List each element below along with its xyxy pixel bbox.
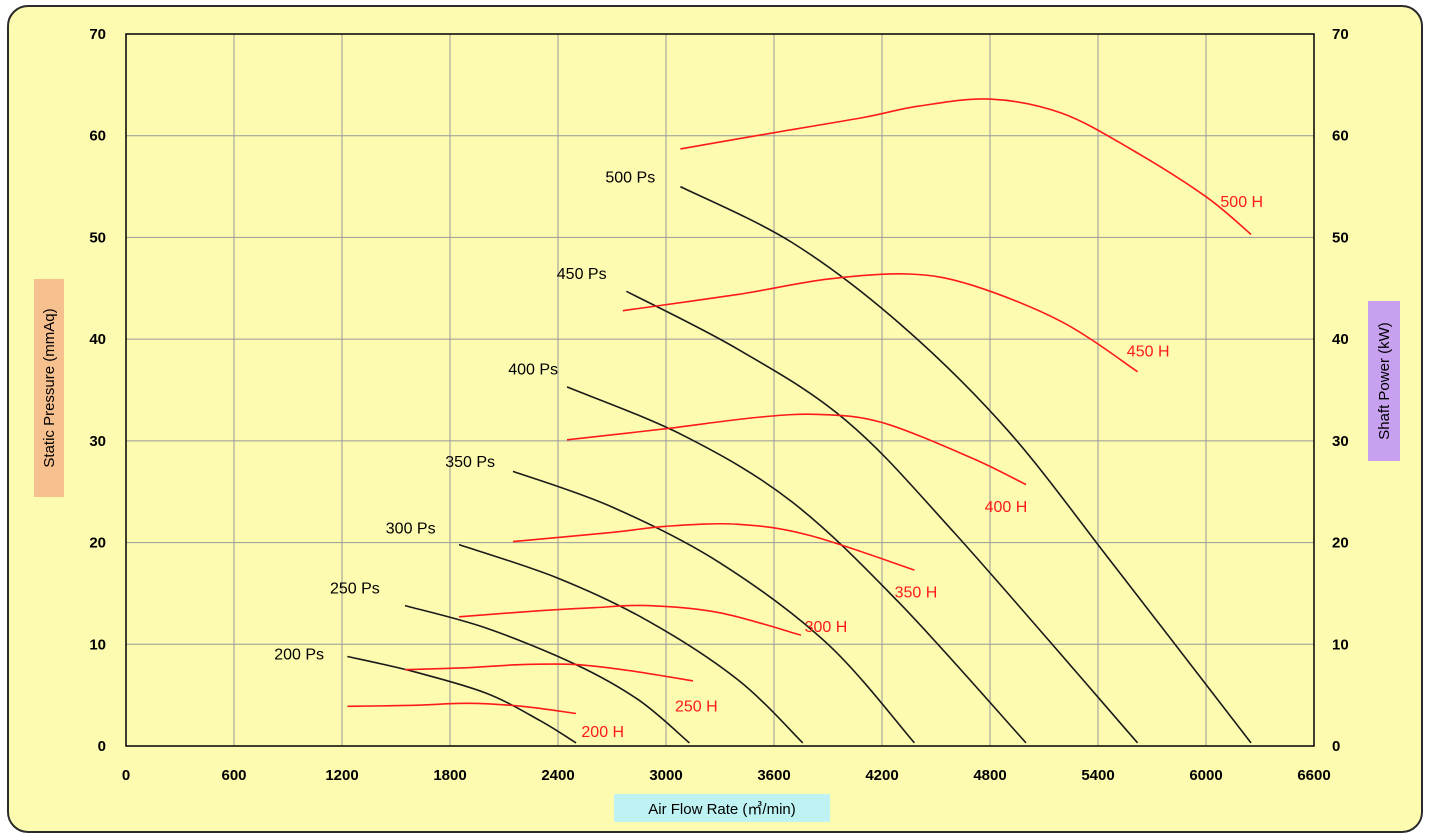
y-left-tick-label: 60 [89, 128, 106, 145]
series-labels: 200 Ps 250 Ps 300 Ps 350 Ps 400 Ps 450 Ps 500 … [274, 169, 1263, 740]
y-left-tick-label: 50 [89, 229, 106, 246]
y-axis-left-title: Static Pressure (mmAq) [41, 308, 58, 467]
y-axis-left-title-bg [34, 279, 64, 497]
x-tick-label: 1800 [433, 767, 466, 784]
pressure-label-350-ps: 350 Ps [445, 454, 495, 471]
y-right-tick-label: 20 [1332, 535, 1349, 552]
x-tick-label: 6600 [1297, 767, 1330, 784]
power-label-300-h: 300 H [805, 619, 848, 636]
pressure-label-250-ps: 250 Ps [330, 580, 380, 597]
y-left-tick-label: 40 [89, 331, 106, 348]
pressure-label-500-ps: 500 Ps [605, 169, 655, 186]
pressure-curve-200-ps [347, 655, 577, 744]
pressure-curve-300-ps [458, 543, 804, 744]
y-right-tick-label: 60 [1332, 128, 1349, 145]
y-right-tick-label: 50 [1332, 229, 1349, 246]
power-curve-300-h [458, 604, 802, 636]
x-axis-title: Air Flow Rate (㎥/min) [648, 801, 796, 818]
power-label-200-h: 200 H [581, 724, 624, 741]
y-right-tick-label: 30 [1332, 433, 1349, 450]
x-tick-label: 4200 [865, 767, 898, 784]
y-left-tick-label: 30 [89, 433, 106, 450]
y-left-tick-label: 20 [89, 535, 106, 552]
y-left-tick-label: 10 [89, 636, 106, 653]
pressure-curve-400-ps [566, 386, 1027, 744]
x-tick-label: 4800 [973, 767, 1006, 784]
x-tick-label: 1200 [325, 767, 358, 784]
x-tick-label: 6000 [1189, 767, 1222, 784]
x-tick-label: 5400 [1081, 767, 1114, 784]
power-curve-500-h [680, 98, 1252, 236]
series [347, 98, 1252, 744]
y-right-tick-label: 10 [1332, 636, 1349, 653]
power-label-250-h: 250 H [675, 698, 718, 715]
power-curve-350-h [512, 522, 915, 571]
pressure-curve-350-ps [512, 470, 916, 744]
power-curve-250-h [404, 663, 694, 682]
pressure-label-450-ps: 450 Ps [557, 266, 607, 283]
chart-panel [7, 5, 1423, 833]
y-right-tick-label: 40 [1332, 331, 1349, 348]
plot-frame [125, 33, 1315, 747]
x-tick-label: 3600 [757, 767, 790, 784]
y-left-tick-label: 0 [98, 738, 106, 755]
pressure-label-200-ps: 200 Ps [274, 646, 324, 663]
pressure-label-300-ps: 300 Ps [386, 520, 436, 537]
power-label-500-h: 500 H [1220, 194, 1263, 211]
power-curve-450-h [622, 273, 1139, 373]
pressure-label-400-ps: 400 Ps [508, 362, 558, 379]
y-axis-right-title: Shaft Power (kW) [1376, 322, 1393, 440]
power-label-350-h: 350 H [895, 584, 938, 601]
y-left-tick-label: 70 [89, 26, 106, 43]
x-tick-label: 2400 [541, 767, 574, 784]
x-tick-label: 3000 [649, 767, 682, 784]
power-curve-400-h [566, 413, 1027, 486]
tick-labels: 0 600 1200 1800 2400 3000 3600 4200 4800 5400 6000… [89, 26, 1348, 784]
y-axis-right-title-bg [1368, 301, 1400, 461]
y-right-tick-label: 0 [1332, 738, 1340, 755]
pressure-curve-450-ps [626, 290, 1139, 744]
pressure-curve-500-ps [680, 185, 1252, 744]
power-label-450-h: 450 H [1127, 343, 1170, 360]
x-axis-title-bg [614, 794, 830, 822]
power-label-400-h: 400 H [985, 499, 1028, 516]
y-right-tick-label: 70 [1332, 26, 1349, 43]
x-tick-label: 0 [122, 767, 130, 784]
x-tick-label: 600 [221, 767, 246, 784]
power-curve-200-h [347, 702, 577, 715]
